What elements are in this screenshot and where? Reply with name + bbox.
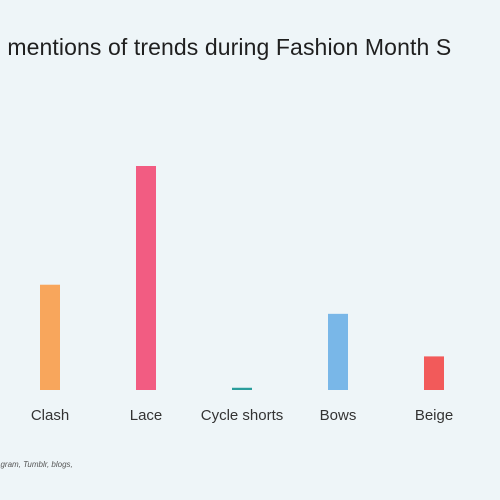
bar-bows: [328, 313, 348, 390]
category-label-lace: Lace: [130, 407, 163, 424]
bar-lace: [136, 166, 156, 390]
chart-title: e mentions of trends during Fashion Mont…: [0, 34, 452, 60]
source-note: agram, Tumblr, blogs,: [0, 460, 73, 469]
category-label-clash: Clash: [31, 407, 69, 424]
bar-clash: [40, 284, 60, 390]
category-labels-group: Clash Lace Cycle shorts Bows Beige: [31, 407, 453, 424]
category-label-cycle-shorts: Cycle shorts: [201, 407, 284, 424]
category-label-bows: Bows: [320, 407, 357, 424]
bars-group: [40, 166, 444, 390]
bar-cycle-shorts: [232, 387, 252, 390]
bar-beige: [424, 356, 444, 390]
category-label-beige: Beige: [415, 407, 453, 424]
